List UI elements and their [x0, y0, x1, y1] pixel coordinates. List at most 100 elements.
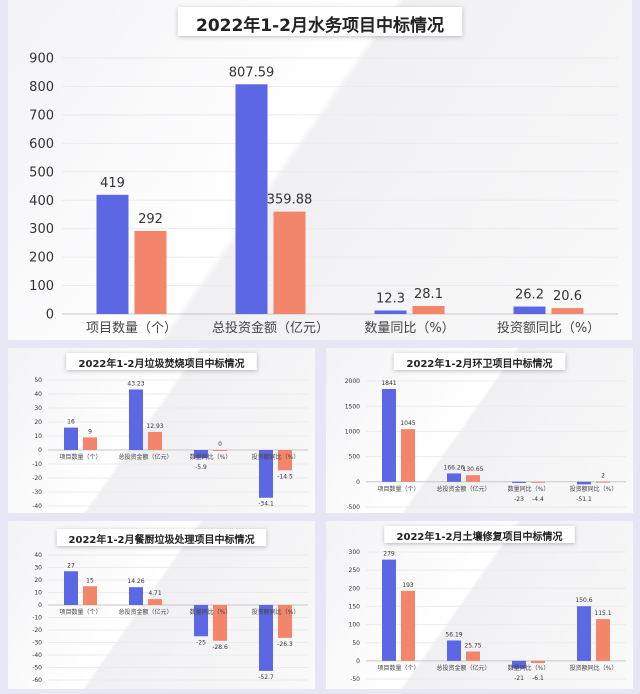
data-label: -4.4: [532, 496, 544, 503]
bar-series-1: [577, 606, 591, 661]
category-label: 投资额同比（%）: [570, 664, 618, 672]
title-box: [393, 353, 566, 370]
title-box: [384, 526, 575, 543]
category-label: 总投资金额（亿元）: [118, 608, 172, 616]
category-label: 项目数量（个）: [59, 608, 101, 616]
y-tick-label: 100: [349, 622, 361, 629]
data-label: -26.3: [277, 641, 293, 648]
data-label: 56.19: [445, 631, 462, 638]
chart-title: 2022年1-2月餐厨垃圾处理项目中标情况: [69, 533, 255, 546]
data-label: -23: [514, 496, 524, 503]
chart-title: 2022年1-2月垃圾焚烧项目中标情况: [79, 357, 245, 370]
y-tick-label: 300: [349, 549, 361, 556]
title-box: [177, 7, 463, 36]
data-label: 166.26: [444, 464, 465, 471]
data-label: 115.1: [594, 610, 611, 617]
data-label: 14.26: [127, 578, 144, 585]
bar-series-1: [513, 306, 546, 314]
data-label: 12.93: [146, 423, 163, 430]
bar-series-2: [213, 605, 227, 641]
bar-series-1: [512, 660, 526, 669]
category-label: 数量同比（%）: [364, 321, 454, 336]
y-tick-label: 50: [34, 377, 42, 384]
data-label: 16: [67, 419, 75, 426]
bar-series-2: [273, 211, 306, 314]
y-tick-label: 0: [38, 447, 42, 454]
bar-series-1: [259, 605, 273, 671]
data-label: 193: [402, 582, 414, 589]
y-tick-label: 0: [356, 658, 360, 665]
bar-series-2: [401, 429, 415, 482]
data-label: -21: [514, 675, 524, 682]
y-tick-label: -40: [32, 652, 42, 659]
bar-series-2: [596, 619, 610, 661]
chart-panel-sanitation: -500 0 500 1000 1500 2000 1841 1045 项目数量（个） 166.2…: [326, 348, 633, 513]
y-tick-label: 600: [29, 137, 54, 152]
y-tick-label: 1500: [345, 403, 360, 410]
y-tick-label: 250: [349, 567, 361, 574]
bar-series-2: [551, 308, 584, 314]
category-label: 总投资金额（亿元）: [118, 453, 172, 461]
data-label: 292: [138, 212, 163, 227]
data-label: -5.9: [195, 464, 207, 471]
data-label: 2: [601, 473, 605, 480]
bar-series-2: [278, 605, 292, 638]
category-label: 数量同比（%）: [508, 485, 550, 493]
y-tick-label: 20: [34, 577, 42, 584]
y-tick-label: -20: [32, 475, 42, 482]
y-tick-label: 500: [29, 165, 54, 180]
data-label: 20.6: [553, 289, 582, 304]
y-tick-label: -500: [346, 504, 360, 511]
data-label: 43.23: [127, 380, 144, 387]
bar-series-1: [382, 559, 396, 661]
y-tick-label: 100: [29, 279, 54, 294]
y-tick-label: 400: [29, 194, 54, 209]
chart-title: 2022年1-2月水务项目中标情况: [196, 15, 444, 36]
category-label: 数量同比（%）: [190, 608, 232, 616]
bar-series-1: [577, 481, 591, 485]
bar-series-1: [382, 389, 396, 482]
bar-series-2: [134, 230, 167, 314]
data-label: 130.65: [463, 466, 484, 473]
bar-series-2: [531, 660, 545, 664]
y-tick-label: 2000: [345, 378, 360, 385]
bar-series-1: [235, 84, 268, 314]
y-tick-label: -40: [32, 503, 42, 510]
category-label: 投资额同比（%）: [570, 485, 618, 493]
data-label: -6.1: [532, 675, 544, 682]
chart-panel-incineration: -40 -30 -20 -10 0 10 20 30 40 50 16 9 项目数量（个） 43.23 12…: [8, 348, 315, 513]
y-tick-label: 150: [349, 604, 361, 611]
y-tick-label: 800: [29, 80, 54, 95]
y-tick-label: 30: [34, 405, 42, 412]
data-label: 4.71: [148, 590, 162, 597]
chart-svg: -60 -50 -40 -30 -20 -10 0 10 20 30 40 27 15 项目数量（个） 14…: [32, 529, 308, 684]
data-label: -34.1: [258, 501, 274, 508]
bar-series-2: [213, 450, 227, 451]
y-tick-label: 0: [46, 308, 54, 323]
bar-series-1: [64, 571, 78, 605]
data-label: 279: [383, 551, 395, 558]
category-label: 投资额同比（%）: [252, 608, 300, 616]
y-tick-label: 50: [352, 640, 360, 647]
bar-series-1: [374, 310, 407, 314]
y-tick-label: -30: [32, 489, 42, 496]
data-label: 1841: [381, 380, 396, 387]
data-label: -52.7: [258, 674, 274, 681]
y-tick-label: -30: [32, 640, 42, 647]
data-label: 15: [86, 577, 94, 584]
category-label: 总投资金额（亿元）: [212, 320, 329, 336]
category-label: 投资额同比（%）: [497, 320, 600, 336]
data-label: 1045: [400, 420, 415, 427]
y-tick-label: 700: [29, 108, 54, 123]
chart-title: 2022年1-2月土壤修复项目中标情况: [397, 530, 563, 543]
title-box: [66, 353, 257, 370]
y-tick-label: 300: [29, 222, 54, 237]
y-tick-label: 0: [38, 602, 42, 609]
y-tick-label: 20: [34, 419, 42, 426]
y-tick-label: 1000: [345, 429, 360, 436]
chart-panel-kitchen-waste: -60 -50 -40 -30 -20 -10 0 10 20 30 40 27 15 项目数量（个） 14…: [8, 521, 315, 689]
data-label: 150.6: [575, 597, 592, 604]
category-label: 总投资金额（亿元）: [436, 485, 490, 493]
bar-series-2: [596, 481, 610, 483]
